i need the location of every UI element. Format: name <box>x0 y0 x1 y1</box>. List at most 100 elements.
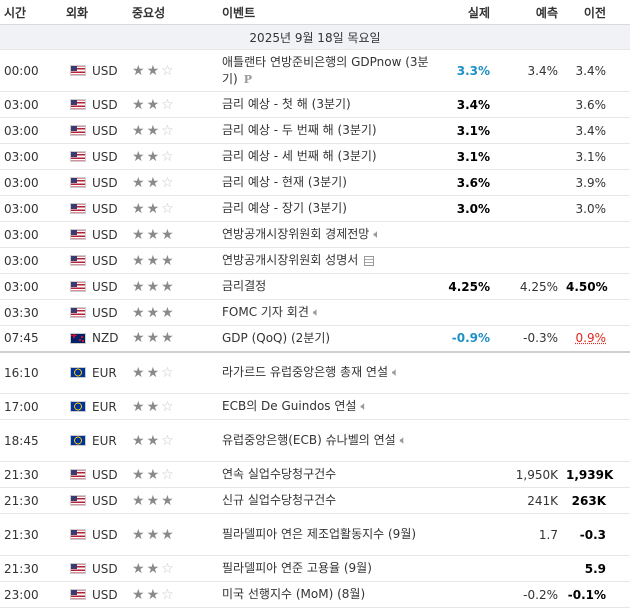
table-row[interactable]: 16:10 EUR ★★☆ 라가르드 유럽중앙은행 총재 연설 🔈︎ <box>0 351 630 394</box>
event-cell[interactable]: 금리 예상 - 세 번째 해 (3분기) <box>222 143 440 170</box>
header-previous[interactable]: 이전 <box>566 0 630 25</box>
event-name[interactable]: 금리 예상 - 세 번째 해 (3분기) <box>222 149 377 163</box>
event-cell[interactable]: 라가르드 유럽중앙은행 총재 연설 🔈︎ <box>222 351 440 394</box>
table-row[interactable]: 21:30 USD ★★★ 필라델피아 연은 제조업활동지수 (9월) 1.7 -0.3 <box>0 513 630 556</box>
star-filled-icon: ★ <box>132 226 147 243</box>
currency-cell: USD <box>66 221 132 248</box>
event-name[interactable]: 금리결정 <box>222 279 267 293</box>
event-cell[interactable]: 금리 예상 - 두 번째 해 (3분기) <box>222 117 440 144</box>
event-name[interactable]: 신규 실업수당청구건수 <box>222 493 337 507</box>
table-row[interactable]: 03:00 USD ★★☆ 금리 예상 - 첫 해 (3분기) 3.4% 3.6% <box>0 91 630 118</box>
event-time: 21:30 <box>0 555 66 582</box>
event-cell[interactable]: FOMC 기자 회견 🔈︎ <box>222 299 440 326</box>
event-name[interactable]: FOMC 기자 회견 <box>222 305 309 319</box>
event-name[interactable]: 금리 예상 - 장기 (3분기) <box>222 201 347 215</box>
header-event[interactable]: 이벤트 <box>222 0 440 25</box>
importance-stars: ★★☆ <box>132 169 222 196</box>
flag-us-icon <box>70 229 86 240</box>
table-row[interactable]: 03:00 USD ★★☆ 금리 예상 - 현재 (3분기) 3.6% 3.9% <box>0 169 630 196</box>
event-cell[interactable]: 금리결정 <box>222 273 440 300</box>
table-row[interactable]: 03:00 USD ★★☆ 금리 예상 - 장기 (3분기) 3.0% 3.0% <box>0 195 630 222</box>
star-filled-icon: ★ <box>132 122 147 139</box>
currency-cell: USD <box>66 247 132 274</box>
table-row[interactable]: 17:00 EUR ★★☆ ECB의 De Guindos 연설 🔈︎ <box>0 393 630 420</box>
event-cell[interactable]: 연속 실업수당청구건수 <box>222 461 440 488</box>
header-currency[interactable]: 외화 <box>66 0 132 25</box>
event-name[interactable]: 연방공개시장위원회 성명서 <box>222 253 359 267</box>
currency-code: USD <box>92 149 118 164</box>
star-filled-icon: ★ <box>146 560 162 577</box>
header-forecast[interactable]: 예측 <box>500 0 566 25</box>
event-name[interactable]: 라가르드 유럽중앙은행 총재 연설 <box>222 365 389 380</box>
header-time[interactable]: 시간 <box>0 0 66 25</box>
event-cell[interactable]: 필라델피아 연준 고용율 (9월) <box>222 555 440 582</box>
event-name[interactable]: 금리 예상 - 첫 해 (3분기) <box>222 97 351 111</box>
star-filled-icon: ★ <box>161 492 176 509</box>
event-name[interactable]: 연방공개시장위원회 경제전망 <box>222 227 370 241</box>
previous-value: 0.9% <box>575 331 607 346</box>
event-cell[interactable]: 미국 선행지수 (MoM) (8월) <box>222 581 440 608</box>
event-cell[interactable]: GDP (QoQ) (2분기) <box>222 325 440 353</box>
event-cell[interactable]: 금리 예상 - 장기 (3분기) <box>222 195 440 222</box>
event-name[interactable]: 금리 예상 - 두 번째 해 (3분기) <box>222 123 377 137</box>
table-row[interactable]: 23:00 USD ★★☆ 미국 선행지수 (MoM) (8월) -0.2% -0.1% <box>0 581 630 608</box>
importance-stars: ★★☆ <box>132 555 222 582</box>
star-filled-icon: ★ <box>161 304 176 321</box>
speaker-icon[interactable]: 🔈︎ <box>360 399 368 413</box>
actual-value: 3.4% <box>456 97 490 112</box>
event-name[interactable]: 금리 예상 - 현재 (3분기) <box>222 175 347 189</box>
forecast-value: -0.2% <box>523 587 558 602</box>
event-name[interactable]: 애틀랜타 연방준비은행의 GDPnow (3분기) <box>222 54 429 86</box>
speaker-icon[interactable]: 🔈︎ <box>399 433 407 447</box>
table-row[interactable]: 03:30 USD ★★★ FOMC 기자 회견 🔈︎ <box>0 299 630 326</box>
event-name[interactable]: 필라델피아 연은 제조업활동지수 (9월) <box>222 527 417 541</box>
previous-value: 263K <box>571 493 606 508</box>
importance-stars: ★★☆ <box>132 117 222 144</box>
event-time: 07:45 <box>0 325 66 353</box>
star-filled-icon: ★ <box>146 526 162 543</box>
flag-nz-icon <box>70 332 86 344</box>
event-cell[interactable]: 애틀랜타 연방준비은행의 GDPnow (3분기) P <box>222 49 440 92</box>
importance-stars: ★★★ <box>132 247 222 274</box>
forecast-value: -0.3% <box>523 331 558 346</box>
table-row[interactable]: 21:30 USD ★★☆ 연속 실업수당청구건수 1,950K 1,939K <box>0 461 630 488</box>
event-name[interactable]: 유럽중앙은행(ECB) 슈나벨의 연설 <box>222 433 396 447</box>
event-name[interactable]: ECB의 De Guindos 연설 <box>222 399 357 413</box>
table-row[interactable]: 00:00 USD ★★☆ 애틀랜타 연방준비은행의 GDPnow (3분기) P 3.3… <box>0 49 630 92</box>
document-icon[interactable] <box>364 255 375 266</box>
importance-stars: ★★★ <box>132 299 222 326</box>
table-row[interactable]: 03:00 USD ★★★ 연방공개시장위원회 경제전망 🔈︎ <box>0 221 630 248</box>
table-row[interactable]: 07:45 NZD ★★★ GDP (QoQ) (2분기) -0.9% -0.3% 0.9% <box>0 325 630 353</box>
event-cell[interactable]: 필라델피아 연은 제조업활동지수 (9월) <box>222 513 440 556</box>
currency-cell: USD <box>66 273 132 300</box>
table-row[interactable]: 03:00 USD ★★★ 금리결정 4.25% 4.25% 4.50% <box>0 273 630 300</box>
table-row[interactable]: 18:45 EUR ★★☆ 유럽중앙은행(ECB) 슈나벨의 연설 🔈︎ <box>0 419 630 462</box>
event-name[interactable]: 연속 실업수당청구건수 <box>222 467 337 481</box>
event-cell[interactable]: 금리 예상 - 현재 (3분기) <box>222 169 440 196</box>
header-importance[interactable]: 중요성 <box>132 0 222 25</box>
event-name[interactable]: 필라델피아 연준 고용율 (9월) <box>222 561 372 575</box>
table-row[interactable]: 21:30 USD ★★☆ 필라델피아 연준 고용율 (9월) 5.9 <box>0 555 630 582</box>
event-time: 21:30 <box>0 487 66 514</box>
currency-cell: EUR <box>66 419 132 462</box>
event-cell[interactable]: 유럽중앙은행(ECB) 슈나벨의 연설 🔈︎ <box>222 419 440 462</box>
event-cell[interactable]: 연방공개시장위원회 경제전망 🔈︎ <box>222 221 440 248</box>
star-filled-icon: ★ <box>146 122 162 139</box>
event-name[interactable]: GDP (QoQ) (2분기) <box>222 330 331 345</box>
table-row[interactable]: 03:00 USD ★★☆ 금리 예상 - 두 번째 해 (3분기) 3.1% 3.4% <box>0 117 630 144</box>
speaker-icon[interactable]: 🔈︎ <box>373 227 381 241</box>
event-cell[interactable]: 연방공개시장위원회 성명서 <box>222 247 440 274</box>
event-name[interactable]: 미국 선행지수 (MoM) (8월) <box>222 587 366 601</box>
table-row[interactable]: 21:30 USD ★★★ 신규 실업수당청구건수 241K 263K <box>0 487 630 514</box>
header-actual[interactable]: 실제 <box>440 0 500 25</box>
speaker-icon[interactable]: 🔈︎ <box>312 305 321 319</box>
previous-value: 3.4% <box>575 123 607 138</box>
table-row[interactable]: 03:00 USD ★★★ 연방공개시장위원회 성명서 <box>0 247 630 274</box>
table-row[interactable]: 03:00 USD ★★☆ 금리 예상 - 세 번째 해 (3분기) 3.1% 3.1% <box>0 143 630 170</box>
speaker-icon[interactable]: 🔈︎ <box>392 365 400 380</box>
currency-cell: USD <box>66 461 132 488</box>
star-filled-icon: ★ <box>132 432 147 449</box>
event-cell[interactable]: 금리 예상 - 첫 해 (3분기) <box>222 91 440 118</box>
event-cell[interactable]: ECB의 De Guindos 연설 🔈︎ <box>222 393 440 420</box>
event-cell[interactable]: 신규 실업수당청구건수 <box>222 487 440 514</box>
